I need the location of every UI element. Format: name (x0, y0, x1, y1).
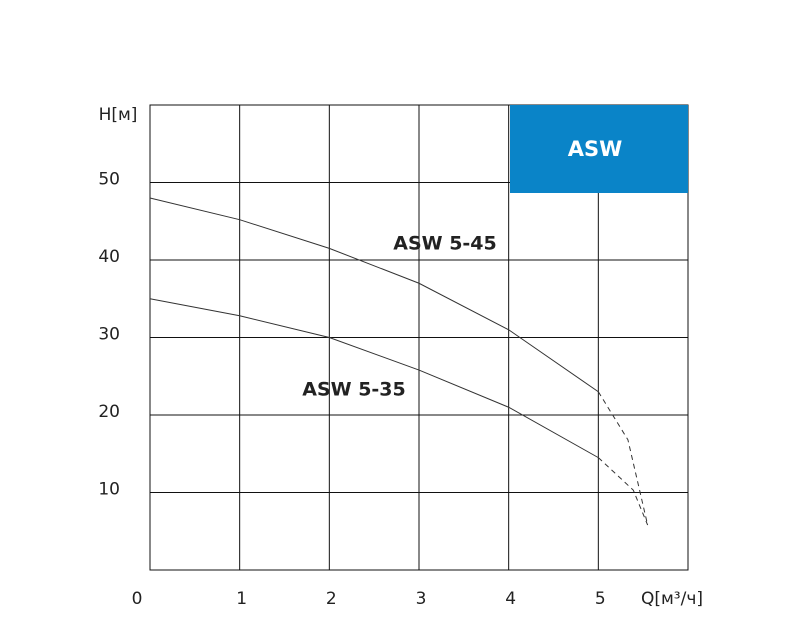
y-tick-label: 30 (98, 325, 120, 345)
y-tick-label: 10 (98, 480, 120, 500)
x-tick-label: 4 (505, 589, 516, 609)
title-box (510, 105, 688, 193)
x-tick-label: 2 (326, 589, 337, 609)
x-tick-label: 3 (416, 589, 427, 609)
x-tick-label: 5 (595, 589, 606, 609)
curve-extension (597, 391, 649, 526)
curve (149, 298, 599, 459)
y-tick-label: 20 (98, 402, 120, 422)
series-label: ASW 5-35 (302, 379, 406, 401)
y-tick-label: 50 (98, 170, 120, 190)
curve-extension (597, 457, 649, 526)
series-label: ASW 5-45 (393, 233, 497, 255)
x-tick-label: 1 (236, 589, 247, 609)
chart-title: ASW (568, 137, 623, 161)
curve (149, 197, 599, 393)
x-tick-label: 0 (132, 589, 143, 609)
y-axis-label: H[м] (99, 105, 138, 125)
x-axis-label: Q[м³/ч] (641, 589, 703, 609)
y-tick-label: 40 (98, 247, 120, 267)
